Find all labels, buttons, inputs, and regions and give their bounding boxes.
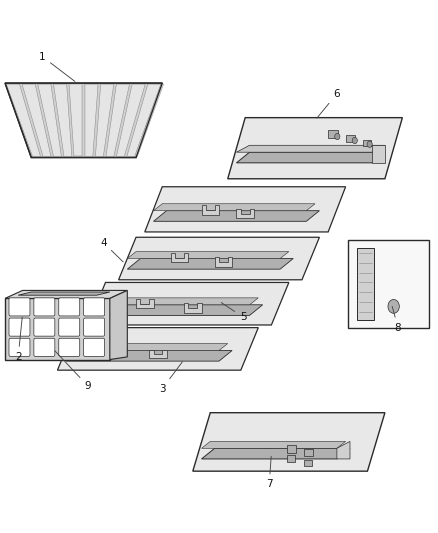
- Polygon shape: [193, 413, 385, 471]
- Polygon shape: [149, 350, 166, 359]
- Text: 3: 3: [159, 362, 182, 394]
- Bar: [346, 135, 355, 142]
- Polygon shape: [5, 290, 127, 298]
- Bar: [287, 455, 295, 462]
- Bar: [304, 449, 313, 456]
- Polygon shape: [5, 298, 110, 360]
- Circle shape: [352, 138, 357, 144]
- Text: 6: 6: [317, 88, 340, 118]
- Polygon shape: [5, 83, 162, 158]
- Polygon shape: [22, 84, 51, 157]
- FancyBboxPatch shape: [34, 318, 55, 336]
- Circle shape: [367, 141, 372, 148]
- Polygon shape: [97, 298, 258, 305]
- FancyBboxPatch shape: [34, 298, 55, 316]
- Polygon shape: [171, 253, 188, 262]
- FancyBboxPatch shape: [9, 298, 30, 316]
- Polygon shape: [119, 237, 319, 280]
- Polygon shape: [228, 118, 403, 179]
- Circle shape: [335, 133, 340, 140]
- Text: 8: 8: [392, 306, 401, 333]
- Polygon shape: [66, 344, 228, 351]
- Polygon shape: [7, 84, 40, 157]
- Polygon shape: [337, 441, 350, 459]
- Polygon shape: [135, 84, 163, 157]
- Polygon shape: [101, 346, 119, 354]
- Polygon shape: [184, 303, 201, 313]
- Polygon shape: [201, 448, 350, 459]
- Polygon shape: [57, 328, 258, 370]
- Bar: [348, 240, 428, 328]
- Polygon shape: [85, 84, 98, 157]
- FancyBboxPatch shape: [59, 298, 80, 316]
- Text: 4: 4: [100, 238, 123, 262]
- Polygon shape: [127, 259, 293, 269]
- Polygon shape: [153, 204, 315, 211]
- Bar: [304, 460, 312, 466]
- Polygon shape: [18, 292, 110, 295]
- FancyBboxPatch shape: [34, 338, 55, 357]
- Bar: [328, 130, 338, 138]
- Polygon shape: [66, 351, 232, 361]
- Polygon shape: [201, 205, 219, 215]
- Polygon shape: [38, 84, 61, 157]
- Bar: [363, 140, 371, 146]
- FancyBboxPatch shape: [9, 318, 30, 336]
- FancyBboxPatch shape: [84, 338, 105, 357]
- Text: 7: 7: [266, 456, 272, 489]
- Polygon shape: [127, 252, 289, 259]
- Polygon shape: [69, 84, 82, 157]
- FancyBboxPatch shape: [59, 318, 80, 336]
- Polygon shape: [53, 84, 72, 157]
- Polygon shape: [215, 257, 232, 266]
- Polygon shape: [372, 146, 385, 163]
- Text: 9: 9: [55, 351, 92, 391]
- FancyBboxPatch shape: [84, 298, 105, 316]
- Polygon shape: [97, 305, 263, 316]
- Polygon shape: [127, 84, 161, 157]
- Polygon shape: [357, 248, 374, 320]
- Bar: [287, 445, 296, 453]
- Polygon shape: [201, 441, 346, 448]
- FancyBboxPatch shape: [84, 318, 105, 336]
- Polygon shape: [106, 84, 130, 157]
- Polygon shape: [136, 299, 153, 309]
- Text: 5: 5: [221, 303, 246, 322]
- Polygon shape: [237, 146, 385, 152]
- Polygon shape: [117, 84, 145, 157]
- FancyBboxPatch shape: [59, 338, 80, 357]
- Polygon shape: [237, 152, 385, 163]
- Polygon shape: [237, 208, 254, 218]
- Polygon shape: [110, 290, 127, 360]
- FancyBboxPatch shape: [9, 338, 30, 357]
- Polygon shape: [88, 282, 289, 325]
- Circle shape: [388, 300, 399, 313]
- Polygon shape: [145, 187, 346, 232]
- Polygon shape: [95, 84, 114, 157]
- Text: 2: 2: [15, 317, 22, 362]
- Text: 1: 1: [39, 52, 75, 82]
- Polygon shape: [153, 211, 319, 221]
